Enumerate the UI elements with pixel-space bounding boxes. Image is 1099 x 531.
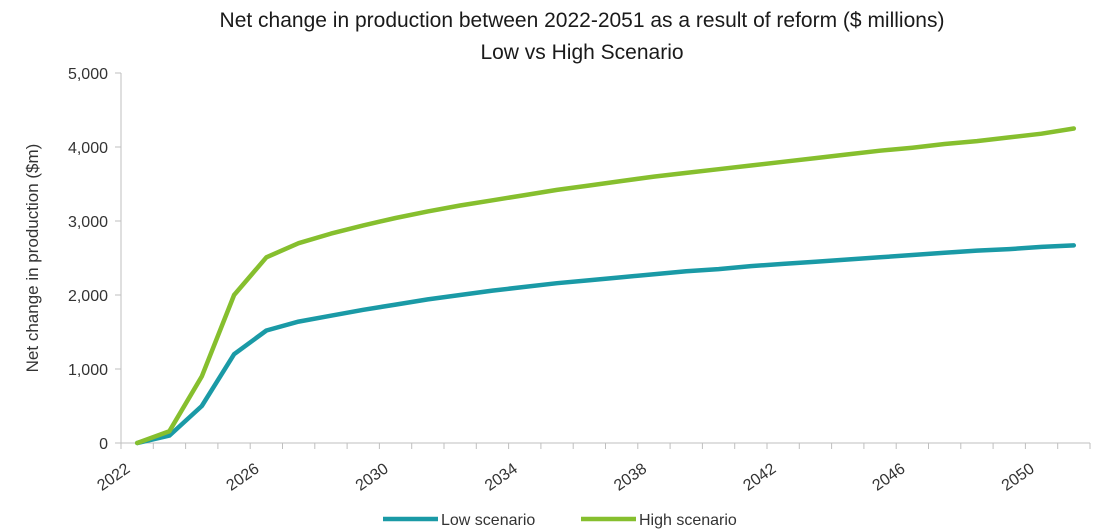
series-line-low	[134, 243, 1077, 446]
y-tick-label: 2,000	[68, 288, 108, 305]
x-tick-label: 2030	[353, 460, 392, 494]
legend-label: Low scenario	[441, 512, 535, 529]
x-tick-label: 2046	[870, 460, 909, 494]
x-tick-label: 2034	[482, 460, 521, 494]
x-axis: 2022 2026 2030 2034 2038 2042 2046 2050	[94, 442, 1091, 495]
y-tick-label: 0	[99, 436, 108, 453]
series-line-high	[134, 126, 1077, 446]
x-tick-label: 2042	[740, 460, 779, 494]
y-tick-label: 3,000	[68, 214, 108, 231]
legend: Low scenario High scenario	[383, 512, 737, 529]
x-tick-label: 2026	[224, 460, 263, 494]
y-tick-label: 5,000	[68, 66, 108, 83]
chart-title: Net change in production between 2022-20…	[220, 9, 945, 32]
series-lines	[134, 126, 1077, 446]
x-tick-label: 2050	[999, 460, 1038, 494]
x-tick-label: 2038	[611, 460, 650, 494]
chart-subtitle: Low vs High Scenario	[480, 41, 683, 64]
y-axis: 0 1,000 2,000 3,000 4,000 5,000	[68, 66, 122, 453]
y-tick-label: 4,000	[68, 140, 108, 157]
legend-label: High scenario	[639, 512, 737, 529]
y-tick-label: 1,000	[68, 362, 108, 379]
y-axis-label: Net change in production ($m)	[23, 144, 42, 373]
x-tick-label: 2022	[94, 460, 133, 494]
